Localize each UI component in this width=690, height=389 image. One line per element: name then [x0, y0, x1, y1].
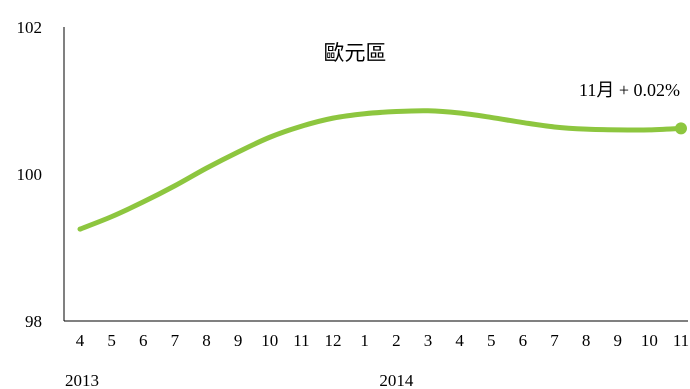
data-point — [552, 124, 557, 129]
y-tick-label: 100 — [17, 165, 43, 184]
x-tick-label: 9 — [234, 331, 243, 350]
x-tick-label: 1 — [360, 331, 369, 350]
x-tick-label: 2 — [392, 331, 401, 350]
x-tick-label: 4 — [455, 331, 464, 350]
x-tick-label: 3 — [424, 331, 433, 350]
data-point — [457, 110, 462, 115]
end-value-annotation: 11月 + 0.02% — [579, 80, 680, 100]
data-point — [236, 149, 241, 154]
y-tick-label: 98 — [25, 312, 42, 331]
x-tick-label: 5 — [487, 331, 496, 350]
data-point — [267, 135, 272, 140]
data-point — [520, 120, 525, 125]
chart-axes — [63, 27, 688, 322]
x-tick-label: 10 — [641, 331, 658, 350]
y-tick-label: 102 — [17, 18, 43, 37]
year-label: 2013 — [65, 371, 99, 389]
year-labels: 2013 2014 — [65, 371, 414, 389]
x-tick-label: 7 — [171, 331, 180, 350]
x-tick-label: 7 — [550, 331, 559, 350]
x-tick-label: 9 — [613, 331, 622, 350]
data-point — [394, 109, 399, 114]
end-point-marker — [675, 122, 687, 135]
series-group — [77, 108, 687, 232]
data-point — [362, 111, 367, 116]
data-point — [489, 115, 494, 120]
x-tick-label: 6 — [519, 331, 528, 350]
x-tick-label: 10 — [261, 331, 278, 350]
data-point — [141, 199, 146, 204]
x-tick-label: 11 — [673, 331, 689, 350]
data-point — [78, 227, 83, 232]
series-line — [77, 108, 684, 232]
data-point — [615, 127, 620, 132]
data-point — [109, 214, 114, 219]
x-tick-label: 8 — [202, 331, 211, 350]
x-tick-label: 12 — [325, 331, 342, 350]
data-point — [584, 127, 589, 132]
x-tick-label: 11 — [293, 331, 309, 350]
y-tick-labels: 98 100 102 — [17, 18, 43, 331]
x-tick-labels: 4 5 6 7 8 9 10 11 12 1 2 3 4 5 6 7 8 9 10 11 — [76, 331, 689, 350]
year-label: 2014 — [379, 371, 414, 389]
data-point — [647, 127, 652, 132]
x-tick-label: 8 — [582, 331, 591, 350]
x-tick-label: 5 — [107, 331, 116, 350]
chart-title: 歐元區 — [324, 41, 387, 65]
x-tick-label: 4 — [76, 331, 85, 350]
data-point — [172, 183, 177, 188]
data-point — [331, 116, 336, 121]
x-tick-label: 6 — [139, 331, 148, 350]
data-point — [204, 166, 209, 171]
data-point — [425, 108, 430, 113]
data-point — [299, 124, 304, 129]
